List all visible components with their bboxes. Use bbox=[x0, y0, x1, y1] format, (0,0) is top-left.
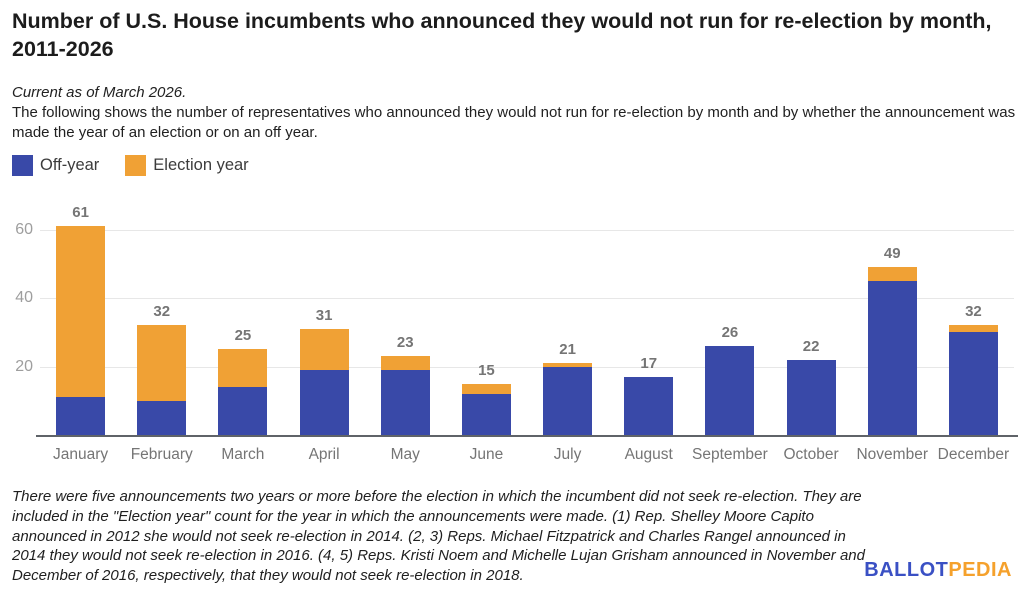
stacked-bar-march bbox=[218, 349, 268, 435]
bar-segment-election-year bbox=[218, 349, 268, 388]
bar-slot-february: 32 bbox=[121, 209, 202, 435]
bar-segment-off-year bbox=[380, 369, 430, 435]
stacked-bar-september bbox=[705, 345, 755, 435]
y-axis-tick-label: 60 bbox=[15, 220, 33, 238]
bar-total-label-march: 25 bbox=[234, 327, 252, 345]
x-axis-label-february: February bbox=[130, 446, 193, 463]
stacked-bar-may bbox=[380, 356, 430, 435]
bar-segment-election-year bbox=[137, 325, 187, 401]
bar-segment-election-year bbox=[543, 363, 593, 367]
logo-text-ballot: BALLOT bbox=[864, 559, 949, 581]
bar-slot-july: 21 bbox=[527, 209, 608, 435]
x-axis-line bbox=[36, 435, 1018, 437]
bar-total-label-october: 22 bbox=[802, 337, 820, 355]
chart: 61 32 25 31 23 15 21 17 26 22 49 32 20 40 60 January Fe… bbox=[0, 205, 1024, 469]
stacked-bar-august bbox=[624, 376, 674, 435]
stacked-bar-april bbox=[299, 328, 349, 435]
bar-slot-september: 26 bbox=[689, 209, 770, 435]
bar-segment-election-year bbox=[867, 267, 917, 281]
bar-total-label-june: 15 bbox=[478, 361, 495, 379]
bar-total-label-december: 32 bbox=[965, 303, 982, 321]
chart-description: The following shows the number of repres… bbox=[12, 104, 1016, 141]
y-axis-tick-label: 40 bbox=[15, 289, 33, 307]
plot-area: 61 32 25 31 23 15 21 17 26 22 49 32 bbox=[40, 205, 1014, 435]
footnote: There were five announcements two years … bbox=[12, 488, 865, 585]
bar-segment-election-year bbox=[461, 383, 511, 394]
bar-segment-election-year bbox=[380, 356, 430, 370]
x-axis-label-august: August bbox=[624, 446, 673, 463]
bar-slot-august: 17 bbox=[608, 209, 689, 435]
bar-segment-off-year bbox=[867, 280, 917, 435]
bar-segment-off-year bbox=[137, 400, 187, 435]
bar-slot-november: 49 bbox=[852, 209, 933, 435]
bar-segment-election-year bbox=[299, 328, 349, 370]
bar-total-label-august: 17 bbox=[640, 354, 658, 372]
bar-segment-off-year bbox=[56, 397, 106, 435]
bar-slot-april: 31 bbox=[284, 209, 365, 435]
bar-segment-off-year bbox=[948, 332, 998, 435]
bar-segment-off-year bbox=[461, 393, 511, 435]
legend-label-election-year: Election year bbox=[153, 156, 249, 174]
stacked-bar-december bbox=[948, 325, 998, 435]
bar-total-label-april: 31 bbox=[315, 306, 333, 324]
gridline bbox=[40, 229, 1014, 231]
x-axis-label-may: May bbox=[390, 446, 420, 463]
legend-label-off-year: Off-year bbox=[40, 156, 100, 174]
bar-segment-off-year bbox=[218, 387, 268, 435]
legend-item-off-year: Off-year bbox=[12, 155, 99, 176]
bar-slot-may: 23 bbox=[365, 209, 446, 435]
stacked-bar-february bbox=[137, 325, 187, 435]
stacked-bar-october bbox=[786, 359, 836, 435]
logo-text-pedia: PEDIA bbox=[948, 559, 1012, 581]
bar-total-label-november: 49 bbox=[883, 245, 901, 263]
bar-segment-off-year bbox=[786, 359, 836, 435]
x-axis-label-december: December bbox=[937, 446, 1010, 463]
page-title: Number of U.S. House incumbents who anno… bbox=[12, 9, 992, 61]
bar-slot-january: 61 bbox=[40, 205, 121, 435]
bar-segment-off-year bbox=[624, 376, 674, 435]
stacked-bar-june bbox=[461, 383, 511, 435]
election-year-swatch-icon bbox=[125, 155, 147, 176]
bar-total-label-january: 61 bbox=[72, 204, 89, 222]
bar-segment-off-year bbox=[299, 369, 349, 435]
x-axis-label-november: November bbox=[856, 446, 928, 463]
bar-slot-march: 25 bbox=[202, 209, 283, 435]
current-as-of-note: Current as of March 2026. bbox=[12, 84, 187, 101]
stacked-bar-january bbox=[56, 226, 106, 435]
x-axis-label-july: July bbox=[553, 446, 582, 463]
x-axis-label-april: April bbox=[308, 446, 340, 463]
x-axis-label-march: March bbox=[221, 446, 265, 463]
off-year-swatch-icon bbox=[12, 155, 33, 176]
x-axis-label-june: June bbox=[469, 446, 504, 463]
stacked-bar-july bbox=[543, 363, 593, 435]
y-axis-tick-label: 20 bbox=[15, 357, 33, 375]
bar-slot-december: 32 bbox=[933, 209, 1014, 435]
legend-item-election-year: Election year bbox=[125, 155, 249, 176]
gridline bbox=[40, 298, 1014, 300]
x-axis-label-september: September bbox=[691, 446, 768, 463]
ballotpedia-logo: BALLOTPEDIA bbox=[864, 559, 1012, 582]
x-axis-label-january: January bbox=[53, 446, 109, 463]
bar-segment-election-year bbox=[56, 226, 106, 398]
bar-total-label-may: 23 bbox=[396, 334, 414, 352]
bar-segment-off-year bbox=[705, 345, 755, 435]
bar-total-label-september: 26 bbox=[721, 323, 739, 341]
x-axis-label-october: October bbox=[783, 446, 839, 463]
bar-total-label-july: 21 bbox=[559, 341, 576, 359]
legend: Off-year Election year bbox=[12, 155, 249, 176]
bar-segment-off-year bbox=[543, 366, 593, 435]
gridline bbox=[40, 366, 1014, 368]
stacked-bar-november bbox=[867, 267, 917, 435]
bar-slot-june: 15 bbox=[446, 209, 527, 435]
bar-slot-october: 22 bbox=[771, 209, 852, 435]
bar-total-label-february: 32 bbox=[153, 303, 171, 321]
bar-segment-election-year bbox=[948, 325, 998, 333]
